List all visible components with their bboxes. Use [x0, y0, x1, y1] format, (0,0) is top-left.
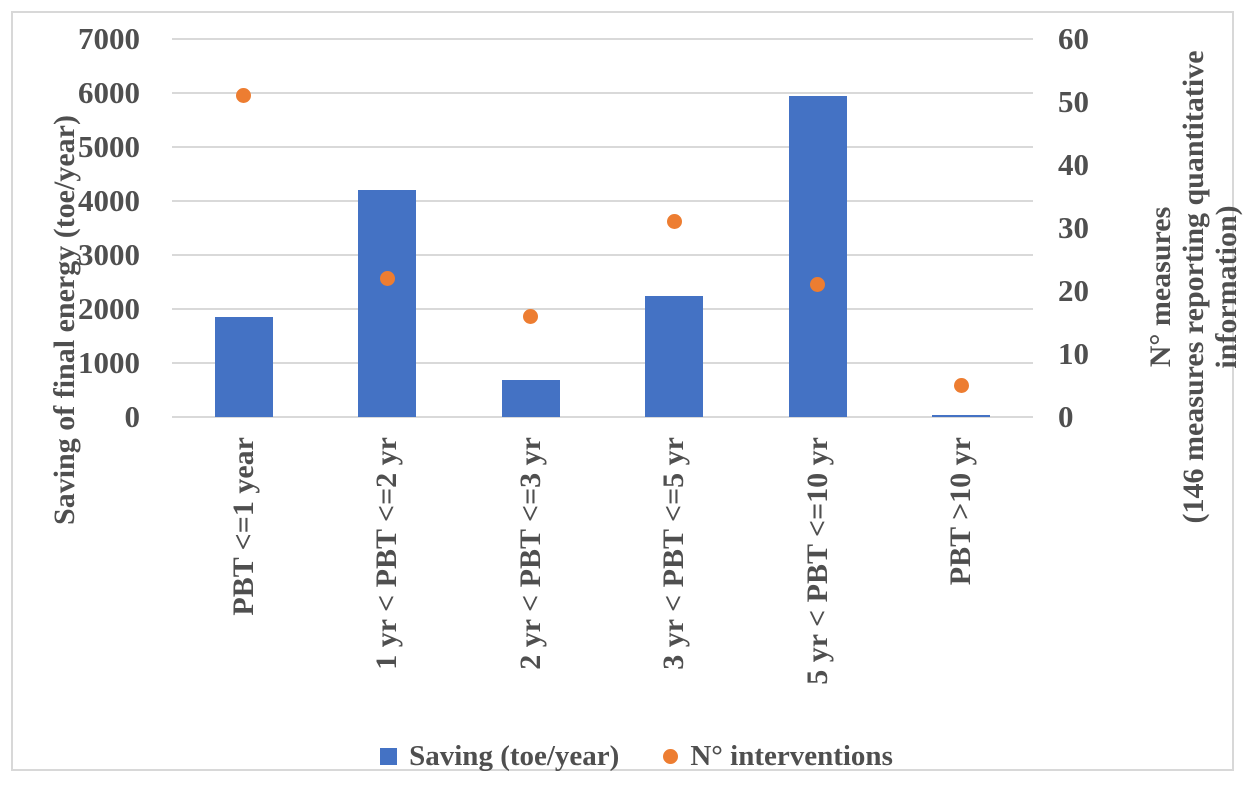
dot-PBT >10 yr: [953, 378, 969, 393]
gridline-6000: [172, 92, 1033, 94]
legend-label-saving: Saving (toe/year): [409, 740, 620, 772]
right-axis-tick-40: 40: [1058, 147, 1089, 182]
left-axis-tick-5000: 5000: [78, 129, 140, 164]
chart-figure: Saving of final energy (toe/year) N° mea…: [11, 11, 1243, 772]
bar-2 yr < PBT <=3 yr: [501, 379, 560, 417]
x-axis-label-4: 3 yr < PBT <=5 yr: [657, 437, 691, 670]
right-axis-tick-50: 50: [1058, 84, 1089, 119]
bar-PBT >10 yr: [932, 414, 991, 417]
dot-2 yr < PBT <=3 yr: [523, 308, 539, 324]
gridline-3000: [172, 254, 1033, 256]
legend-item-interventions: N° interventions: [663, 740, 893, 773]
left-axis-tick-3000: 3000: [78, 237, 140, 272]
dot-1 yr < PBT <=2 yr: [379, 270, 395, 286]
x-axis-label-5: 5 yr < PBT <=10 yr: [800, 437, 834, 685]
bar-3 yr < PBT <=5 yr: [645, 295, 704, 417]
dot-5 yr < PBT <=10 yr: [810, 277, 826, 293]
x-axis-label-1: PBT <=1 year: [226, 437, 260, 616]
bar-PBT <=1 year: [214, 316, 273, 417]
right-axis-title-line2: (146 measures reporting quantitative: [1177, 50, 1210, 524]
right-axis-tick-10: 10: [1058, 336, 1089, 371]
scatter-series-swatch-icon: [663, 749, 679, 764]
chart-legend: Saving (toe/year) N° interventions: [13, 740, 1251, 773]
right-axis-title-line3: information): [1210, 205, 1243, 369]
gridline-4000: [172, 200, 1033, 202]
right-axis-tick-20: 20: [1058, 273, 1089, 308]
bar-5 yr < PBT <=10 yr: [788, 95, 847, 417]
x-axis-label-6: PBT >10 yr: [944, 437, 978, 586]
left-axis-tick-0: 0: [124, 399, 141, 434]
right-axis-title: N° measures (146 measures reporting quan…: [1144, 27, 1244, 547]
left-axis-tick-2000: 2000: [78, 291, 140, 326]
left-axis-tick-7000: 7000: [78, 21, 140, 56]
left-axis-tick-6000: 6000: [78, 75, 140, 110]
right-axis-title-line1: N° measures: [1144, 206, 1177, 368]
x-axis-label-2: 1 yr < PBT <=2 yr: [370, 437, 404, 670]
dot-PBT <=1 year: [236, 88, 252, 104]
legend-label-interventions: N° interventions: [690, 740, 893, 772]
bar-1 yr < PBT <=2 yr: [358, 190, 417, 417]
gridline-0: [172, 416, 1033, 418]
legend-item-saving: Saving (toe/year): [380, 740, 619, 773]
bar-series-swatch-icon: [380, 748, 398, 765]
right-axis-tick-60: 60: [1058, 21, 1089, 56]
gridline-5000: [172, 146, 1033, 148]
x-axis-label-3: 2 yr < PBT <=3 yr: [513, 437, 547, 670]
gridline-7000: [172, 38, 1033, 40]
gridline-2000: [172, 308, 1033, 310]
left-axis-tick-1000: 1000: [78, 345, 140, 380]
right-axis-tick-0: 0: [1058, 399, 1074, 434]
left-axis-tick-4000: 4000: [78, 183, 140, 218]
right-axis-tick-30: 30: [1058, 210, 1089, 245]
gridline-1000: [172, 362, 1033, 364]
dot-3 yr < PBT <=5 yr: [666, 214, 682, 230]
